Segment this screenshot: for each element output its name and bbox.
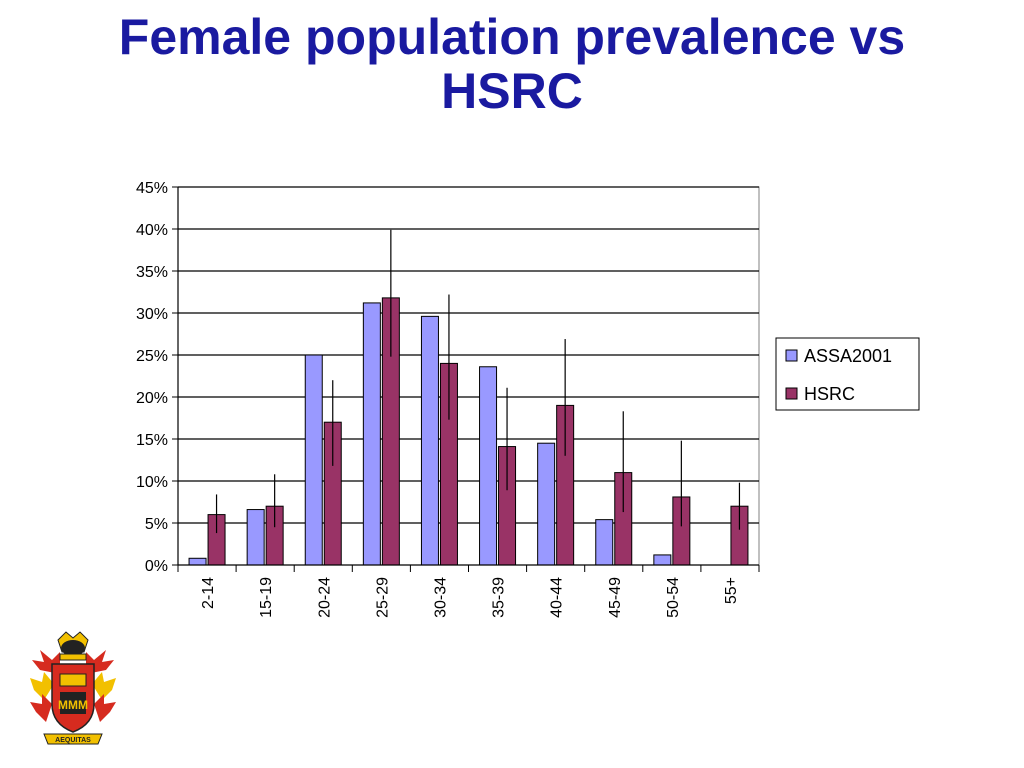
y-tick-label: 35% <box>136 264 168 281</box>
x-tick-label: 30-34 <box>432 577 449 618</box>
legend-label-assa2001: ASSA2001 <box>804 346 892 366</box>
bar-assa2001-25-29 <box>362 302 381 566</box>
y-tick-label: 40% <box>136 222 168 239</box>
axes: 0% 5% 10% 15% 20% 25% 30% 35% 40% 45% 2-14 15-19 20-… <box>136 180 760 618</box>
y-tick-label: 45% <box>136 180 168 197</box>
y-tick-label: 30% <box>136 306 168 323</box>
x-tick-label: 2-14 <box>200 577 217 609</box>
x-tick-label: 40-44 <box>549 577 566 618</box>
x-tick-label: 45-49 <box>607 577 624 618</box>
y-tick-label: 20% <box>136 390 168 407</box>
bar-assa2001-50-54 <box>653 554 672 566</box>
error-bars <box>215 229 741 534</box>
legend: ASSA2001 HSRC <box>775 337 920 411</box>
y-tick-label: 15% <box>136 432 168 449</box>
x-tick-label: 15-19 <box>258 577 275 618</box>
y-tick-label: 25% <box>136 348 168 365</box>
gridlines <box>177 186 760 566</box>
bar-assa2001-40-44 <box>537 442 556 566</box>
y-tick-label: 10% <box>136 474 168 491</box>
bar-assa2001-15-19 <box>246 509 265 566</box>
bars <box>188 297 749 566</box>
x-tick-label: 20-24 <box>316 577 333 618</box>
legend-label-hsrc: HSRC <box>804 384 855 404</box>
title-line-2: HSRC <box>441 63 583 119</box>
bar-assa2001-45-49 <box>595 519 614 566</box>
svg-text:MMM: MMM <box>58 698 88 712</box>
bar-assa2001-30-34 <box>420 315 439 566</box>
title-line-1: Female population prevalence vs <box>118 9 906 65</box>
svg-text:AEQUITAS: AEQUITAS <box>55 737 91 744</box>
x-tick-label: 50-54 <box>665 577 682 618</box>
plot-area <box>177 186 760 566</box>
x-tick-label: 25-29 <box>374 577 391 618</box>
y-tick-label: 0% <box>145 558 168 575</box>
page-title: Female population prevalence vs HSRC <box>0 10 1024 118</box>
bar-assa2001-35-39 <box>479 366 498 566</box>
y-tick-label: 5% <box>145 516 168 533</box>
legend-swatch-assa2001 <box>785 349 798 362</box>
legend-swatch-hsrc <box>785 387 798 400</box>
x-tick-label: 35-39 <box>491 577 508 618</box>
bar-assa2001-20-24 <box>304 354 323 566</box>
x-tick-label: 55+ <box>723 577 740 604</box>
university-crest-logo: MMM AEQUITAS <box>30 631 116 745</box>
bar-assa2001-2-14 <box>188 557 207 566</box>
legend-box <box>775 337 920 411</box>
